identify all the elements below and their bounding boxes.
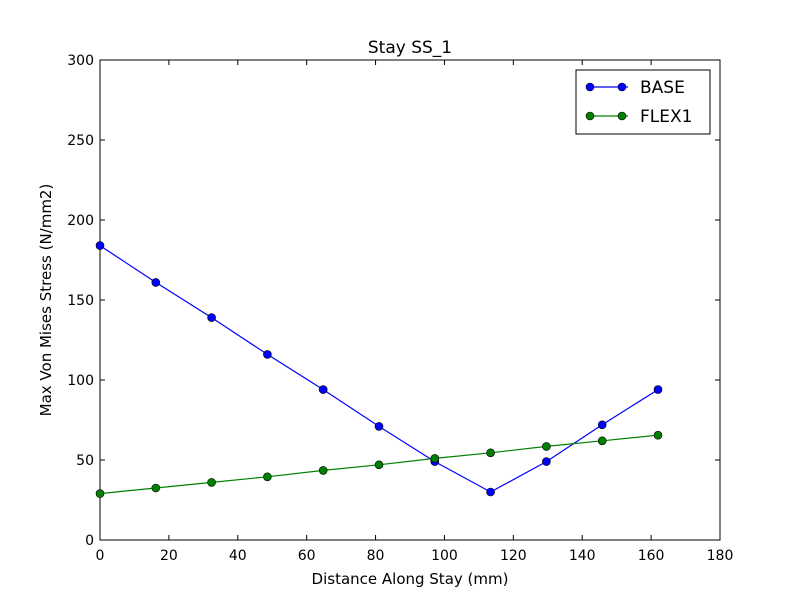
y-tick-label: 300 <box>67 53 94 69</box>
data-point-base <box>207 313 216 322</box>
data-point-base <box>263 350 272 359</box>
y-tick-label: 100 <box>67 373 94 389</box>
x-tick-label: 160 <box>638 548 665 564</box>
data-point-base <box>318 385 328 394</box>
data-point-base <box>597 420 607 430</box>
legend-label: FLEX1 <box>640 107 692 127</box>
data-point-base <box>486 487 495 497</box>
chart-title: Stay SS_1 <box>368 38 452 58</box>
y-axis-label: Max Von Mises Stress (N/mm2) <box>37 184 55 417</box>
data-point-flex1 <box>95 489 105 498</box>
x-tick-label: 140 <box>569 548 596 564</box>
x-tick-label: 20 <box>160 548 178 564</box>
x-tick-label: 80 <box>367 548 385 564</box>
legend-box <box>575 69 711 135</box>
data-point-flex1 <box>486 448 495 458</box>
data-point-flex1 <box>430 454 440 463</box>
legend-label: BASE <box>640 78 685 98</box>
x-tick-label: 100 <box>431 548 458 564</box>
data-point-base <box>151 278 161 287</box>
series-line-base <box>99 245 659 493</box>
plot-area: 0 20 40 60 80 100 120 140 160 180 0 50 100 150 200 250 3… <box>67 53 733 564</box>
data-point-flex1 <box>207 478 216 487</box>
data-point-flex1 <box>374 460 384 470</box>
legend-marker <box>585 111 595 121</box>
x-tick-label: 180 <box>707 548 734 564</box>
x-tick-label: 120 <box>500 548 527 564</box>
data-point-flex1 <box>263 472 272 482</box>
x-tick-label: 40 <box>229 548 247 564</box>
legend: BASE FLEX1 <box>575 69 711 135</box>
data-point-base <box>95 241 105 250</box>
data-point-flex1 <box>542 442 551 451</box>
x-tick-label: 0 <box>96 548 105 564</box>
y-tick-label: 200 <box>67 213 94 229</box>
legend-marker <box>585 82 595 92</box>
data-point-flex1 <box>597 436 607 446</box>
data-point-base <box>653 385 663 394</box>
data-point-flex1 <box>151 483 161 493</box>
legend-marker <box>617 111 627 121</box>
y-tick-label: 0 <box>85 533 94 549</box>
x-axis-label: Distance Along Stay (mm) <box>312 570 509 588</box>
data-point-flex1 <box>653 430 663 440</box>
data-point-flex1 <box>318 466 328 475</box>
y-tick-label: 250 <box>67 133 94 149</box>
y-tick-label: 50 <box>76 453 94 469</box>
x-tick-label: 60 <box>298 548 316 564</box>
data-point-base <box>374 422 384 431</box>
data-point-base <box>542 457 551 466</box>
legend-marker <box>617 82 627 92</box>
y-tick-label: 150 <box>67 293 94 309</box>
